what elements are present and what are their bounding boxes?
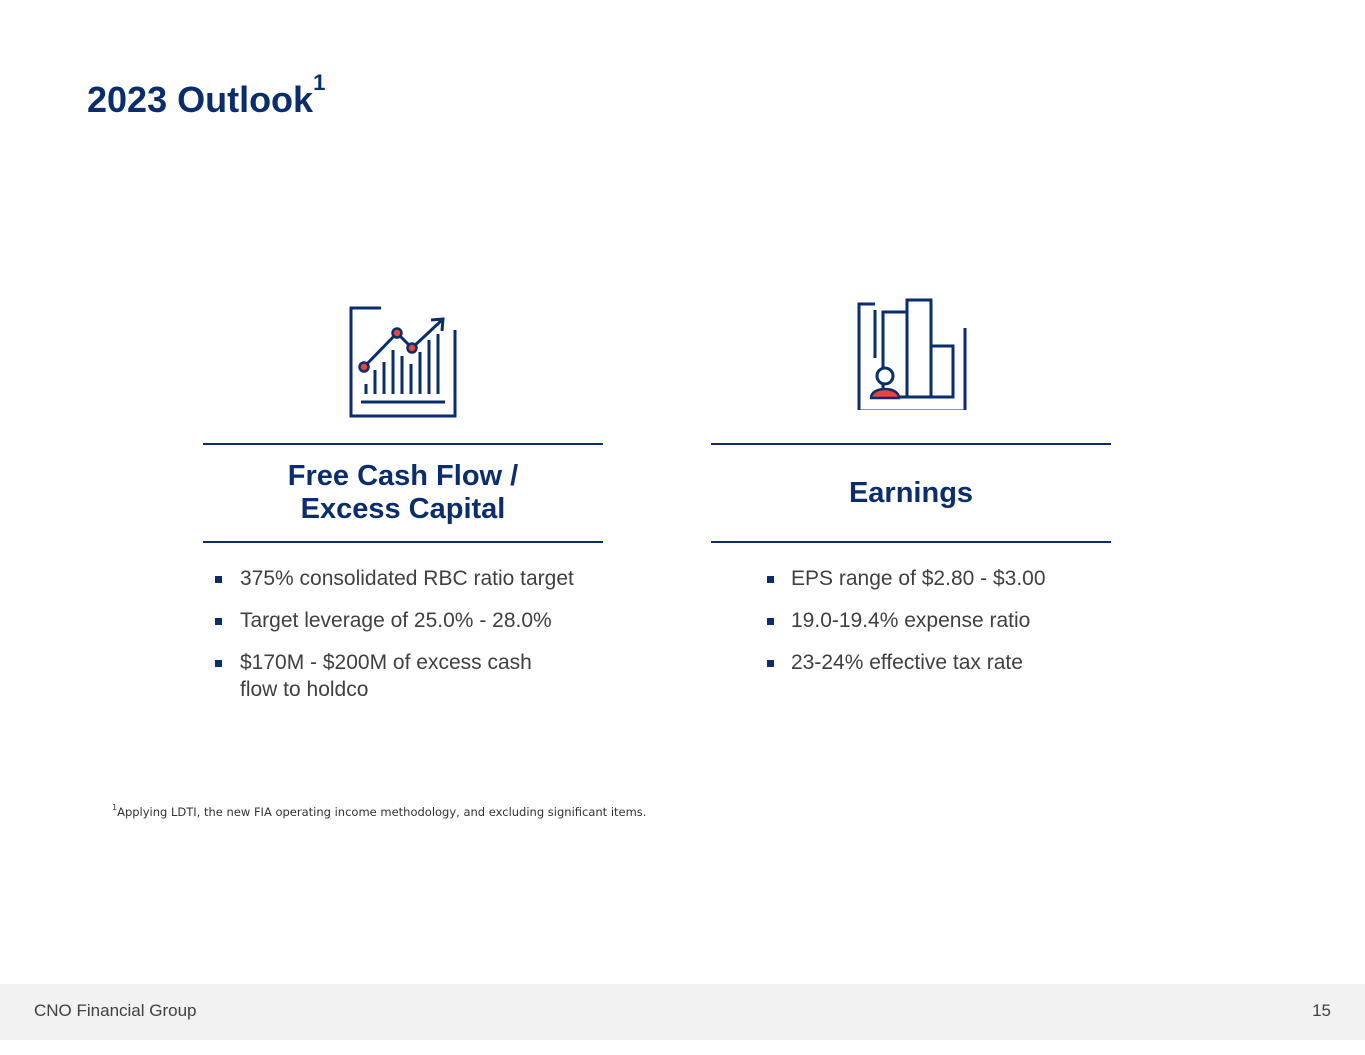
footnote-marker: 1: [112, 803, 118, 812]
heading-top-rule: [203, 443, 603, 445]
heading-line-2: Excess Capital: [300, 493, 506, 525]
page-number: 15: [1312, 1001, 1331, 1020]
line-chart-icon-wrap: [203, 290, 603, 443]
free-cash-flow-column: Free Cash Flow / Excess Capital 375% cons…: [203, 290, 603, 718]
bar-chart-person-icon: [857, 298, 967, 410]
slide-title-text: 2023 Outlook: [87, 79, 314, 120]
line-chart-icon: [349, 306, 457, 418]
bullet-list: 375% consolidated RBC ratio target Targe…: [203, 565, 603, 703]
heading-bottom-rule: [203, 541, 603, 543]
column-heading: Free Cash Flow / Excess Capital: [203, 445, 603, 541]
bullet-item: $170M - $200M of excess cash flow to hol…: [203, 649, 565, 703]
slide-title: 2023 Outlook1: [87, 72, 325, 124]
heading-bottom-rule: [711, 541, 1111, 543]
heading-line-1: Free Cash Flow /: [287, 460, 519, 492]
slide-footer: CNO Financial Group 15: [0, 984, 1365, 1040]
bullet-list: EPS range of $2.80 - $3.00 19.0-19.4% ex…: [711, 565, 1111, 676]
bullet-item: 23-24% effective tax rate: [711, 649, 1111, 676]
bullet-item: EPS range of $2.80 - $3.00: [711, 565, 1111, 592]
column-heading: Earnings: [711, 445, 1111, 541]
bullet-item: Target leverage of 25.0% - 28.0%: [203, 607, 603, 634]
bar-chart-person-icon-wrap: [711, 290, 1111, 443]
bullet-item: 375% consolidated RBC ratio target: [203, 565, 603, 592]
heading-line-1: Earnings: [848, 476, 974, 509]
company-name: CNO Financial Group: [34, 1001, 197, 1020]
earnings-column: Earnings EPS range of $2.80 - $3.00 19.0…: [711, 290, 1111, 691]
bullet-item: 19.0-19.4% expense ratio: [711, 607, 1111, 634]
title-footnote-marker: 1: [313, 70, 326, 95]
footnote: 1Applying LDTI, the new FIA operating in…: [112, 803, 646, 821]
heading-top-rule: [711, 443, 1111, 445]
footnote-text: Applying LDTI, the new FIA operating inc…: [117, 805, 647, 819]
